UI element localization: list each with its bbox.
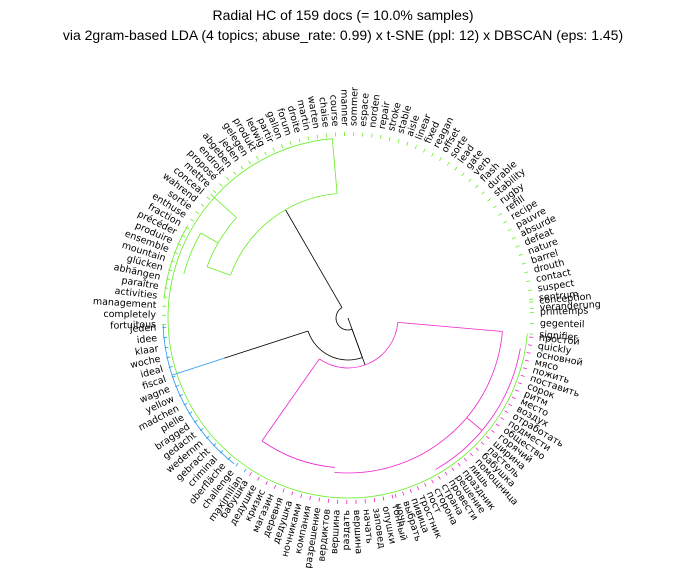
pink-left-leaf-label: раздать	[341, 510, 352, 551]
title-line-1: Radial HC of 159 docs (= 10.0% samples)	[212, 7, 473, 23]
green-leaf-label: completely	[103, 309, 156, 321]
green-top-right-leaf-label: printemps	[540, 306, 589, 318]
green-top-right-leaf-label: gegenteil	[540, 318, 585, 330]
title-line-2: via 2gram-based LDA (4 topics; abuse_rat…	[63, 27, 623, 43]
green-leaf-stub	[372, 134, 373, 138]
blue-leaf-label: idee	[136, 333, 158, 346]
blue-leaf-label: jeden	[129, 323, 157, 335]
pink-left-leaf-stub	[374, 498, 375, 502]
pink-left-leaf-label: вершина	[351, 510, 364, 555]
